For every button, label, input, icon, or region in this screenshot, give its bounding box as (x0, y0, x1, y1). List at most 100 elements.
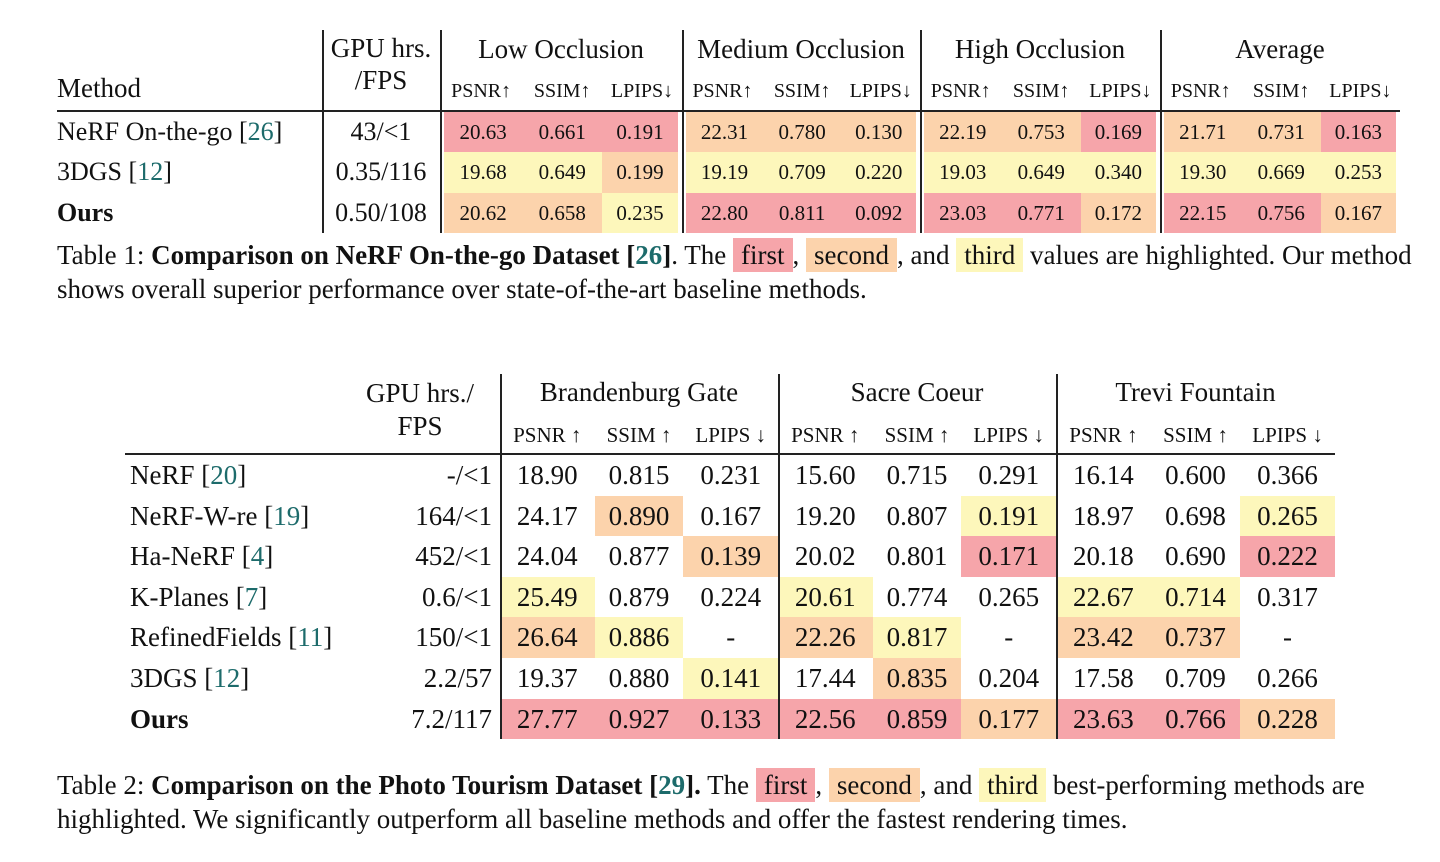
metric-value: 0.141 (683, 658, 778, 699)
metric-value: 0.167 (700, 500, 762, 531)
metric-value: 0.709 (1165, 663, 1226, 693)
metric-value: 23.63 (1056, 698, 1151, 740)
gpu-value: 2.2/57 (423, 663, 492, 693)
metric-value: 0.771 (1001, 192, 1081, 233)
metric-header: PSNR ↑ (791, 423, 860, 447)
group-header: Trevi Fountain (1115, 377, 1276, 407)
metric-value: 0.266 (1257, 663, 1318, 693)
citation: [4] (241, 541, 274, 572)
gpu-value: 43/<1 (350, 117, 412, 146)
metric-value: 0.167 (1320, 192, 1396, 233)
metric-value: 0.669 (1241, 152, 1321, 193)
group-header: Average (1235, 34, 1325, 64)
citation: [12] (128, 157, 172, 187)
metric-value: 19.19 (686, 152, 763, 193)
metric-value: 18.97 (1073, 500, 1134, 531)
metric-value: 21.71 (1164, 112, 1242, 153)
metric-value: 0.163 (1320, 112, 1396, 153)
group-header: Sacre Coeur (850, 377, 984, 407)
metric-value: 19.20 (794, 500, 856, 531)
column-divider (682, 30, 684, 233)
metric-value: 0.340 (1080, 152, 1156, 193)
metric-value: 22.80 (686, 192, 763, 233)
caption-text: first (733, 238, 793, 272)
metric-value: 0.879 (608, 581, 670, 612)
caption: Table 2: Comparison on the Photo Tourism… (57, 768, 1427, 836)
metric-value: 0.228 (1240, 698, 1335, 740)
citation: [7] (235, 581, 268, 612)
metric-value: 0.709 (762, 152, 842, 193)
column-divider (440, 30, 442, 233)
caption-text: Comparison on NeRF On-the-go Dataset (151, 240, 627, 270)
metric-value: 0.235 (602, 192, 678, 233)
metric-value: 0.715 (886, 460, 948, 490)
metric-value: 25.49 (500, 576, 595, 618)
metric-header: SSIM ↑ (606, 423, 672, 447)
metric-value: 0.766 (1150, 698, 1241, 740)
metric-value: 0.649 (1001, 152, 1081, 193)
method-name: 3DGS [12] (57, 157, 172, 187)
metric-value: 0.890 (594, 495, 684, 537)
gpu-header: /FPS (354, 65, 408, 95)
metric-header: SSIM↑ (1012, 80, 1070, 102)
metric-value: 0.880 (608, 663, 670, 693)
metric-value: 20.61 (778, 576, 873, 618)
gpu-value: 0.35/116 (335, 157, 427, 187)
method-name: Ours (57, 197, 114, 227)
metric-value: 0.191 (602, 112, 678, 153)
metric-value: 0.133 (683, 698, 778, 740)
method-header: Method (57, 73, 141, 103)
metric-value: 0.698 (1165, 500, 1226, 531)
column-divider (500, 374, 502, 740)
method-name: K-Planes [7] (130, 581, 268, 612)
citation: [12] (204, 663, 250, 693)
metric-value: 0.177 (961, 698, 1056, 740)
metric-value: 0.130 (841, 112, 916, 153)
metric-value: 24.04 (516, 541, 578, 572)
caption-text: Table 2: (57, 770, 152, 800)
caption-text: The (700, 770, 756, 800)
metric-value: 16.14 (1073, 460, 1134, 490)
group-header: Medium Occlusion (697, 34, 905, 64)
metric-value: 0.169 (1080, 112, 1156, 153)
metric-value: 24.17 (516, 500, 578, 531)
gpu-header: FPS (397, 411, 443, 441)
metric-header: LPIPS↓ (610, 80, 674, 102)
method-name: Ha-NeRF [4] (130, 541, 274, 572)
metric-header: SSIM↑ (533, 80, 591, 102)
metric-value: 17.44 (794, 663, 856, 693)
metric-value: 20.18 (1073, 541, 1134, 572)
metric-value: 23.42 (1056, 617, 1151, 658)
header-rule (57, 110, 1400, 112)
metric-value: 0.139 (683, 536, 778, 577)
metric-value: 0.877 (608, 541, 670, 572)
metric-value: 0.731 (1241, 112, 1321, 153)
metric-value: 0.220 (841, 152, 916, 193)
gpu-value: 452/<1 (415, 541, 492, 572)
metric-value: 0.927 (594, 698, 684, 740)
method-name: NeRF On-the-go [26] (57, 117, 283, 146)
metric-value: 20.02 (794, 541, 856, 572)
metric-header: LPIPS ↓ (695, 423, 767, 447)
citation: [26] (238, 117, 283, 146)
method-name: 3DGS [12] (130, 663, 250, 693)
gpu-header: GPU hrs. (330, 33, 432, 63)
metric-value: 0.835 (872, 658, 962, 699)
metric-value: 0.714 (1150, 576, 1241, 618)
metric-value: 0.859 (872, 698, 962, 740)
caption-text: , and (897, 240, 957, 270)
metric-header: LPIPS↓ (1089, 80, 1152, 102)
metric-header: PSNR↑ (692, 80, 753, 102)
metric-header: PSNR↑ (930, 80, 991, 102)
metric-value: 0.737 (1150, 617, 1241, 658)
metric-value: 17.58 (1073, 663, 1134, 693)
metric-value: 0.774 (886, 581, 948, 612)
metric-header: SSIM↑ (773, 80, 831, 102)
method-name: RefinedFields [11] (130, 622, 333, 653)
metric-value: 0.253 (1320, 152, 1396, 193)
gpu-value: 7.2/117 (411, 703, 492, 734)
caption: Table 1: Comparison on NeRF On-the-go Da… (57, 238, 1427, 306)
gpu-value: -/<1 (446, 460, 492, 490)
metric-value: - (1283, 622, 1293, 653)
method-name: Ours (130, 703, 189, 734)
